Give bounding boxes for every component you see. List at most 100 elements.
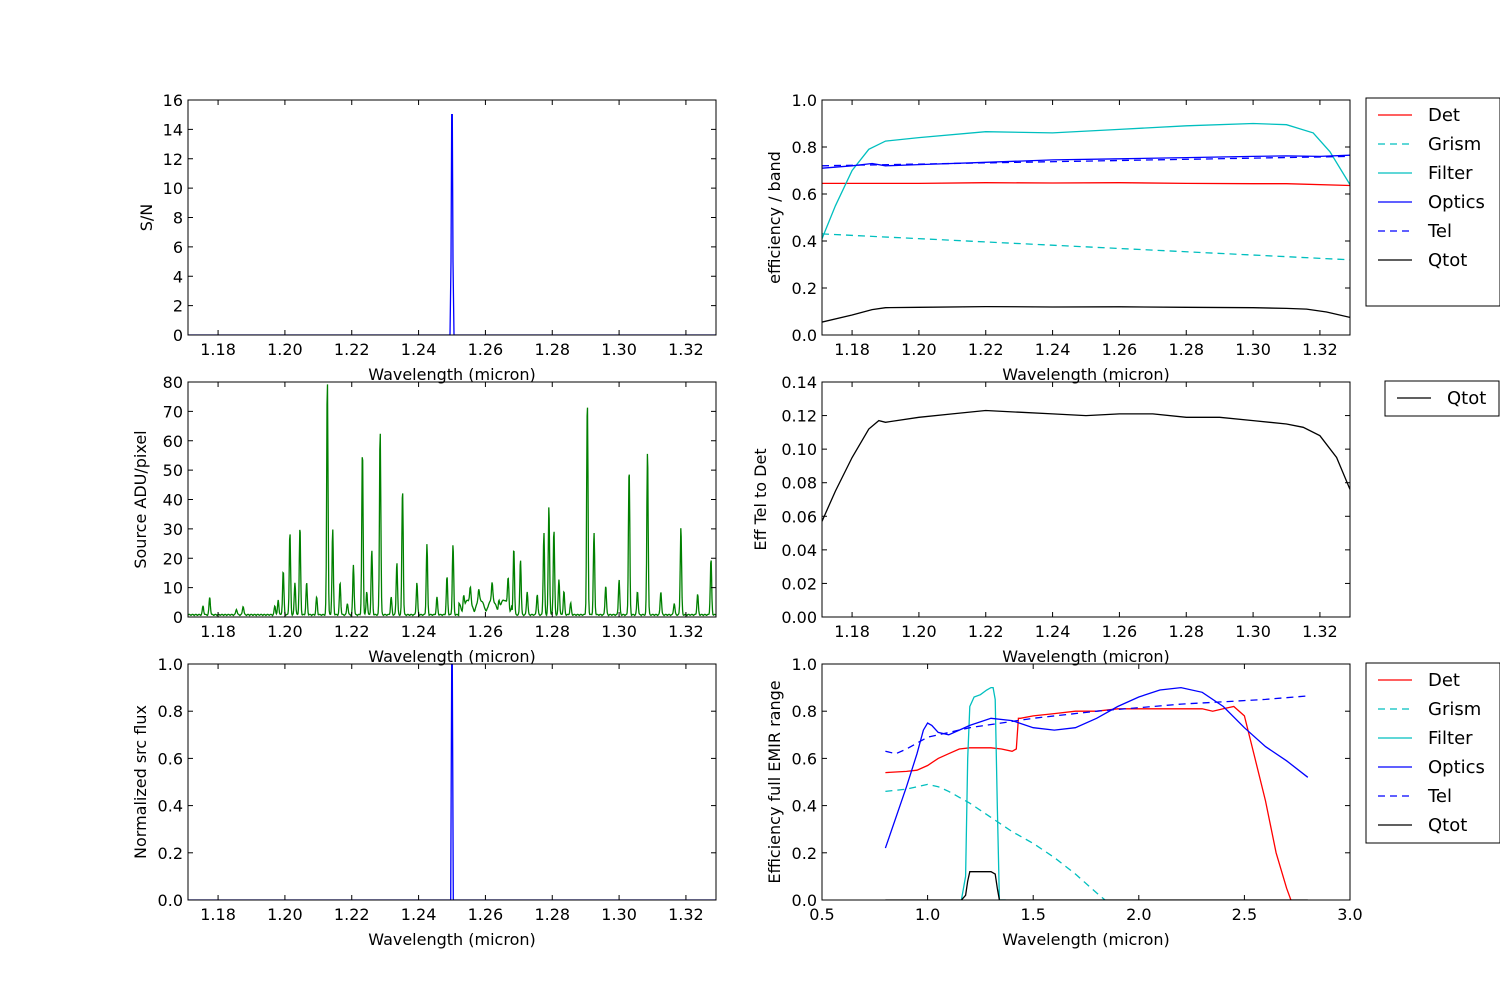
y-tick-label: 0.0: [792, 326, 817, 345]
y-tick-label: 0.2: [792, 279, 817, 298]
y-tick-label: 60: [163, 432, 183, 451]
x-tick-label: 1.28: [534, 622, 570, 641]
x-tick-label: 1.26: [1102, 340, 1138, 359]
legend-label-optics: Optics: [1428, 757, 1485, 778]
y-tick-label: 80: [163, 373, 183, 392]
x-tick-label: 2.5: [1232, 905, 1257, 924]
y-tick-label: 70: [163, 402, 183, 421]
legend-label-qtot: Qtot: [1428, 815, 1467, 836]
x-tick-label: 1.20: [901, 340, 937, 359]
legend-label-qtot: Qtot: [1447, 388, 1486, 409]
y-tick-label: 0.00: [781, 608, 817, 627]
x-tick-label: 1.18: [834, 622, 870, 641]
y-tick-label: 0.4: [792, 232, 817, 251]
x-tick-label: 1.26: [468, 340, 504, 359]
series-group: [188, 114, 716, 335]
legend-label-grism: Grism: [1428, 134, 1481, 155]
x-tick-label: 1.24: [401, 340, 437, 359]
x-tick-label: 1.32: [668, 622, 704, 641]
x-tick-label: 1.30: [1235, 340, 1271, 359]
chart-flux: 1.18 1.20 1.22 1.24 1.26 1.28 1.30 1.32 0.0 0.2 0.…: [131, 655, 717, 949]
series-line-qtot: [885, 871, 1308, 900]
y-tick-label: 12: [163, 150, 183, 169]
y-tick-label: 4: [173, 267, 183, 286]
y-axis-label: Normalized src flux: [131, 705, 150, 859]
legend-label-filter: Filter: [1428, 163, 1473, 184]
x-tick-label: 1.24: [1035, 340, 1071, 359]
y-tick-label: 20: [163, 549, 183, 568]
x-axis-label: Wavelength (micron): [1002, 647, 1169, 666]
x-tick-label: 1.30: [1235, 622, 1271, 641]
legend: Det Grism Filter Optics Tel Qtot: [1365, 97, 1500, 307]
series-group: [188, 664, 716, 900]
x-tick-label: 0.5: [809, 905, 834, 924]
y-tick-label: 0.6: [158, 749, 183, 768]
legend-label-filter: Filter: [1428, 728, 1473, 749]
x-tick-label: 1.22: [334, 340, 370, 359]
series-line-optics: [884, 686, 1309, 849]
series-line-qtot: [822, 409, 1350, 522]
axes-frame: [187, 663, 717, 901]
y-tick-label: 1.0: [158, 655, 183, 674]
x-tick-label: 1.24: [401, 622, 437, 641]
series-line-sn: [188, 114, 716, 335]
series-line-filter: [822, 122, 1350, 239]
series-line-tel: [822, 155, 1350, 167]
x-tick-label: 1.30: [601, 340, 637, 359]
chart-tel: 1.18 1.20 1.22 1.24 1.26 1.28 1.30 1.32 0.00 0.02…: [751, 373, 1500, 666]
x-tick-label: 2.0: [1126, 905, 1151, 924]
x-tick-label: 1.18: [200, 905, 236, 924]
chart-eff: 1.18 1.20 1.22 1.24 1.26 1.28 1.30 1.32 0.0 0.2 0.…: [765, 91, 1500, 384]
series-line-det: [885, 705, 1292, 900]
x-tick-label: 1.30: [601, 622, 637, 641]
x-tick-label: 1.22: [334, 905, 370, 924]
axes-frame: [821, 381, 1351, 618]
y-tick-label: 0.2: [158, 844, 183, 863]
series-group: [822, 409, 1350, 522]
x-tick-label: 1.20: [267, 340, 303, 359]
series-line-det: [822, 182, 1350, 187]
y-tick-label: 0.4: [792, 797, 817, 816]
legend-box: [1365, 662, 1500, 844]
chart-full: 0.5 1.0 1.5 2.0 2.5 3.0 0.0 0.2 0.4 0.6 0.8 1.0 Wave…: [765, 655, 1500, 949]
x-axis-label: Wavelength (micron): [368, 647, 535, 666]
series-group: [822, 122, 1350, 323]
y-tick-label: 0.0: [792, 891, 817, 910]
x-tick-label: 1.0: [915, 905, 940, 924]
y-tick-label: 0.10: [781, 440, 817, 459]
x-tick-label: 1.22: [334, 622, 370, 641]
legend: Qtot: [1384, 380, 1500, 417]
y-tick-label: 0.0: [158, 891, 183, 910]
y-tick-label: 14: [163, 120, 183, 139]
y-tick-label: 40: [163, 491, 183, 510]
series-line-grism: [885, 783, 1106, 900]
x-axis-label: Wavelength (micron): [1002, 930, 1169, 949]
series-line-qtot: [822, 305, 1350, 323]
x-tick-label: 1.30: [601, 905, 637, 924]
x-tick-label: 1.26: [1102, 622, 1138, 641]
x-tick-label: 1.20: [267, 622, 303, 641]
x-tick-label: 1.28: [1168, 340, 1204, 359]
y-tick-label: 50: [163, 461, 183, 480]
legend-label-grism: Grism: [1428, 699, 1481, 720]
legend: Det Grism Filter Optics Tel Qtot: [1365, 662, 1500, 844]
x-tick-label: 1.20: [901, 622, 937, 641]
y-tick-label: 30: [163, 520, 183, 539]
x-axis-label: Wavelength (micron): [368, 365, 535, 384]
legend-label-det: Det: [1428, 105, 1460, 126]
x-tick-label: 1.18: [834, 340, 870, 359]
x-tick-label: 3.0: [1337, 905, 1362, 924]
y-tick-label: 10: [163, 579, 183, 598]
y-axis-label: Eff Tel to Det: [751, 448, 770, 550]
x-tick-label: 1.28: [1168, 622, 1204, 641]
y-tick-label: 0.02: [781, 574, 817, 593]
x-tick-label: 1.24: [401, 905, 437, 924]
y-tick-label: 1.0: [792, 91, 817, 110]
legend-label-optics: Optics: [1428, 192, 1485, 213]
x-tick-label: 1.18: [200, 622, 236, 641]
legend-label-det: Det: [1428, 670, 1460, 691]
x-tick-label: 1.24: [1035, 622, 1071, 641]
y-tick-label: 0.8: [792, 702, 817, 721]
y-tick-label: 0.8: [792, 138, 817, 157]
